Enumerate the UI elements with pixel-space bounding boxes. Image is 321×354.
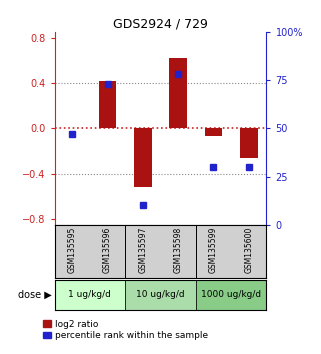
Bar — [55, 280, 125, 310]
Bar — [240, 128, 258, 158]
Text: 1000 ug/kg/d: 1000 ug/kg/d — [201, 290, 261, 299]
Legend: log2 ratio, percentile rank within the sample: log2 ratio, percentile rank within the s… — [43, 320, 208, 340]
Bar — [205, 128, 222, 136]
Text: GSM135599: GSM135599 — [209, 227, 218, 273]
Text: GSM135596: GSM135596 — [103, 227, 112, 273]
Text: 1 ug/kg/d: 1 ug/kg/d — [68, 290, 111, 299]
Bar — [99, 81, 117, 128]
Text: GSM135598: GSM135598 — [174, 227, 183, 273]
Bar — [169, 58, 187, 128]
Bar — [134, 128, 152, 187]
Text: GSM135600: GSM135600 — [244, 227, 253, 273]
Text: GSM135595: GSM135595 — [68, 227, 77, 273]
Text: dose ▶: dose ▶ — [18, 290, 51, 300]
Text: 10 ug/kg/d: 10 ug/kg/d — [136, 290, 185, 299]
Bar — [196, 280, 266, 310]
Text: GSM135597: GSM135597 — [138, 227, 147, 273]
Title: GDS2924 / 729: GDS2924 / 729 — [113, 18, 208, 31]
Bar — [125, 280, 196, 310]
